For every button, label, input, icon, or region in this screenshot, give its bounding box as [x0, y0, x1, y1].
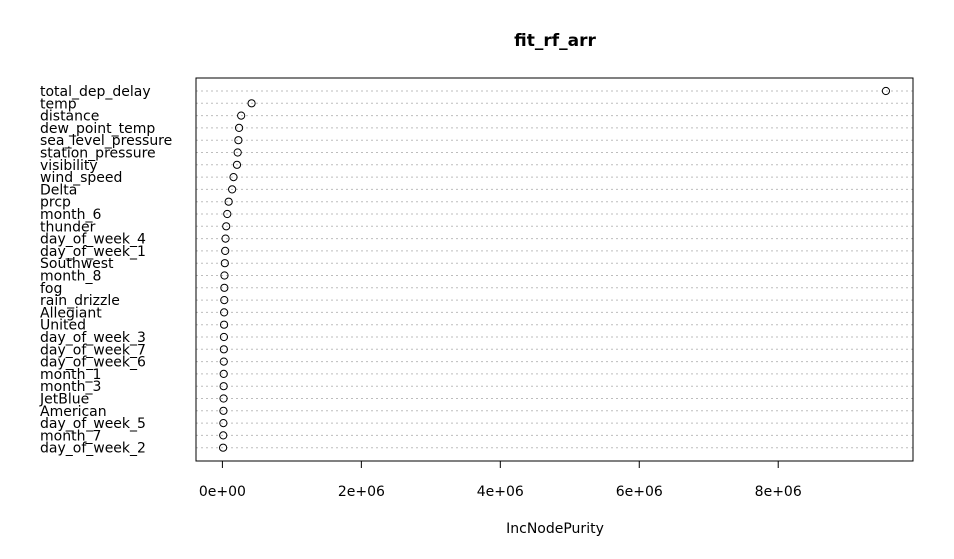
data-point [234, 123, 244, 133]
variable-label: wind_speed [40, 170, 122, 186]
data-point [219, 382, 228, 391]
variable-label: Allegiant [40, 305, 102, 321]
chart-title: fit_rf_arr [514, 31, 596, 51]
x-axis-title: IncNodePurity [506, 521, 604, 537]
variable-labels: total_dep_delaytempdistancedew_point_tem… [39, 84, 172, 457]
data-point [219, 357, 228, 366]
variable-label: month_8 [40, 269, 101, 285]
data-point [219, 419, 228, 428]
variable-label: JetBlue [39, 392, 89, 408]
data-point [247, 99, 256, 108]
data-points [218, 86, 891, 452]
variable-label: station_pressure [40, 146, 156, 162]
data-point [218, 443, 228, 452]
data-point [219, 345, 228, 354]
data-point [219, 369, 228, 378]
variable-label: day_of_week_4 [40, 232, 146, 248]
variable-label: American [40, 404, 107, 420]
variable-label: visibility [40, 158, 98, 174]
variable-label: day_of_week_2 [40, 441, 146, 457]
data-point [219, 394, 228, 403]
data-point [220, 259, 229, 268]
variable-label: prcp [40, 195, 71, 211]
data-point [223, 209, 232, 219]
variable-label: day_of_week_6 [40, 355, 146, 371]
variable-label: month_3 [40, 379, 101, 395]
variable-label: month_1 [40, 367, 101, 383]
data-point [220, 308, 229, 317]
data-point [237, 111, 246, 120]
variable-label: day_of_week_1 [40, 244, 146, 260]
data-point [234, 136, 243, 145]
x-tick-label: 0e+00 [199, 484, 246, 500]
data-point [233, 148, 242, 157]
x-tick-label: 4e+06 [477, 484, 524, 500]
variable-label: dew_point_temp [40, 121, 155, 137]
variable-label: rain_drizzle [40, 293, 120, 309]
x-tick-label: 8e+06 [755, 484, 802, 500]
variable-label: month_7 [40, 428, 101, 444]
variable-label: United [40, 318, 86, 334]
variable-label: sea_level_pressure [40, 133, 172, 149]
x-axis-ticks: 0e+00 2e+06 4e+06 6e+06 8e+06 [199, 461, 802, 500]
data-point [222, 222, 231, 231]
x-tick-label: 2e+06 [338, 484, 385, 500]
data-point [881, 86, 891, 96]
variable-label: Southwest [40, 256, 114, 272]
data-point [220, 283, 229, 292]
variable-label: day_of_week_5 [40, 416, 146, 432]
variable-label: Delta [40, 182, 77, 198]
variable-label: thunder [40, 219, 96, 235]
variable-label: day_of_week_3 [40, 330, 146, 346]
variable-label: fog [40, 281, 62, 297]
data-point [219, 431, 228, 440]
variable-label: day_of_week_7 [40, 342, 146, 358]
data-point [220, 296, 229, 305]
variable-label: temp [40, 96, 77, 112]
data-point [219, 406, 228, 415]
data-point [221, 234, 230, 243]
plot-frame [195, 77, 914, 462]
data-point [224, 197, 233, 206]
data-point [232, 160, 242, 169]
data-point [228, 185, 237, 194]
data-point [229, 173, 238, 182]
x-tick-label: 6e+06 [616, 484, 663, 500]
variable-label: month_6 [40, 207, 101, 223]
data-point [220, 271, 229, 280]
data-point [221, 246, 230, 255]
variable-label: total_dep_delay [40, 84, 151, 100]
data-point [219, 332, 229, 342]
guide-lines [196, 90, 913, 449]
data-point [219, 320, 229, 329]
variable-label: distance [40, 109, 99, 125]
